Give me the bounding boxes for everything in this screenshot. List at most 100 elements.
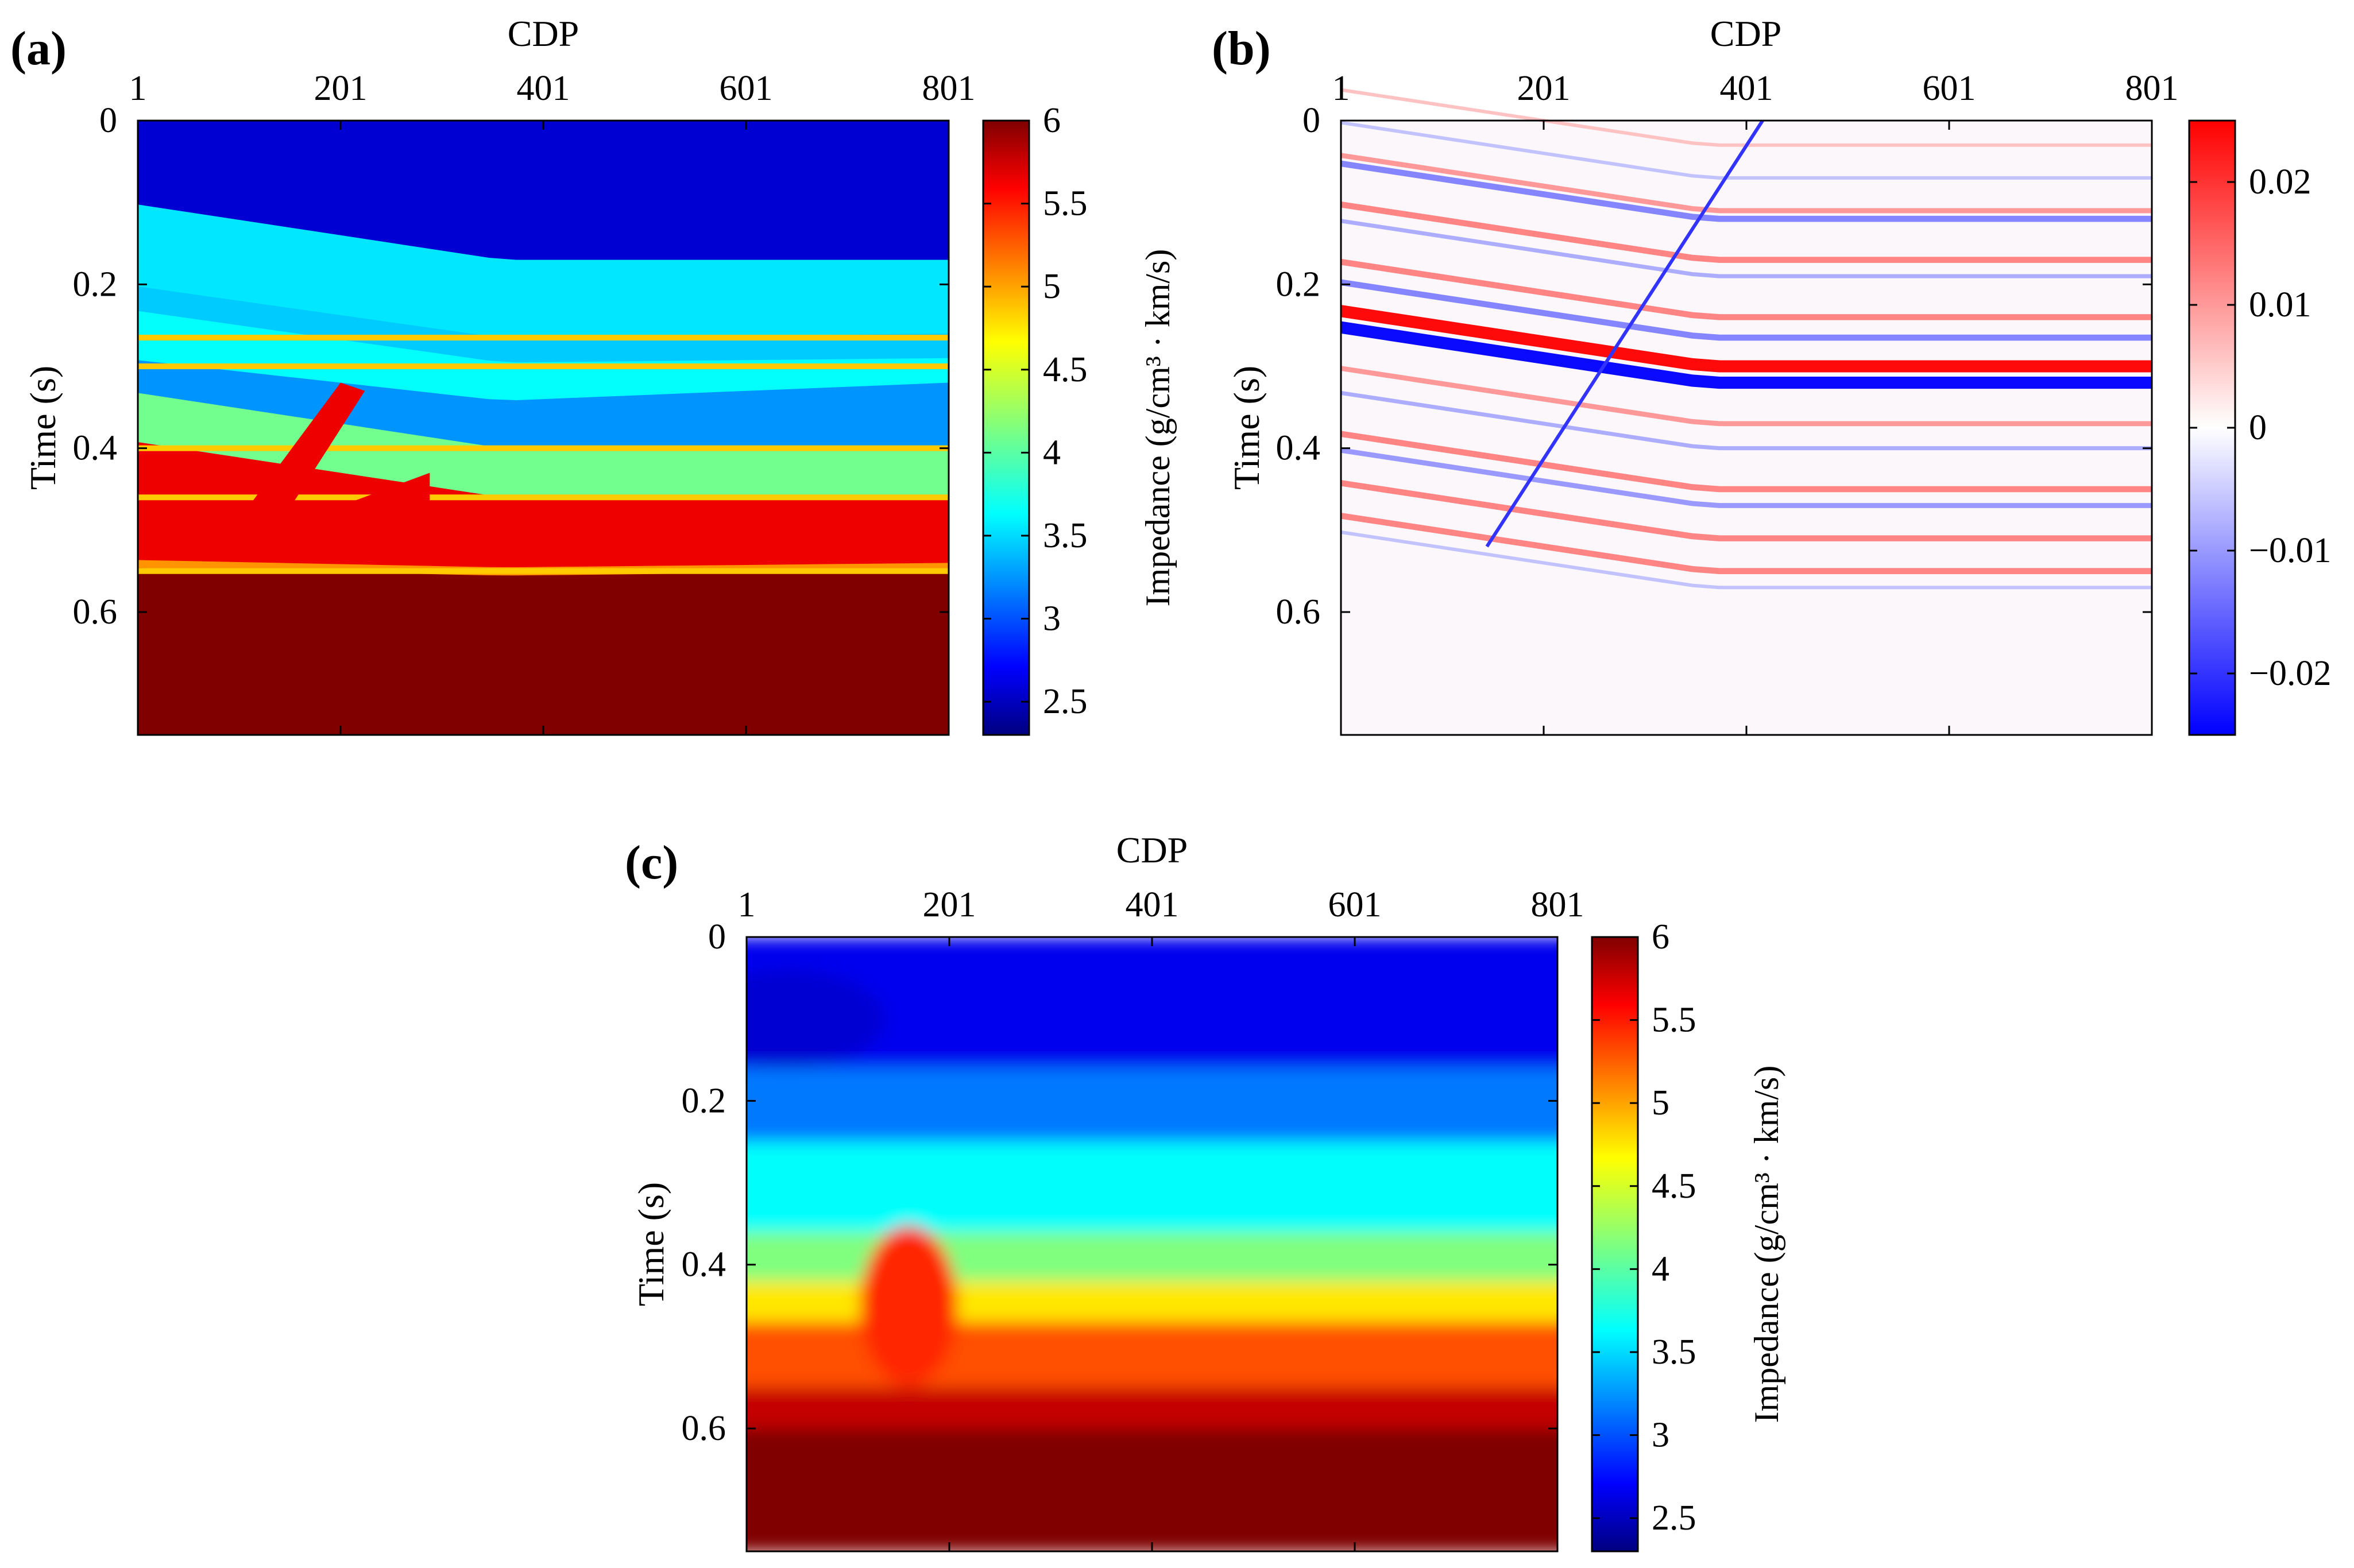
panel-a-colorbar-label: Impedance (g/cm³ · km/s) xyxy=(1139,249,1177,607)
panel-b-xticks: 1 201 401 601 801 xyxy=(1332,69,2179,735)
panel-c-label: (c) xyxy=(625,836,678,889)
a-xtick-label: 1 xyxy=(129,69,147,108)
c-xtick-label: 1 xyxy=(738,885,756,924)
panel-c-heatmap xyxy=(747,937,1557,1551)
panel-c-band xyxy=(747,1232,1557,1283)
panel-c-colorbar-label: Impedance (g/cm³ · km/s) xyxy=(1748,1066,1785,1423)
panel-c-band xyxy=(747,1281,1557,1323)
a-ytick-label: 0.2 xyxy=(73,265,118,304)
b-xtick-label: 801 xyxy=(2125,69,2179,108)
b-ytick-label: 0.6 xyxy=(1276,593,1321,632)
panel-a-boundary xyxy=(138,335,949,341)
panel-b-reflector xyxy=(1340,480,2152,541)
panel-b-label: (b) xyxy=(1212,22,1271,75)
b-xtick-label: 401 xyxy=(1720,69,1773,108)
a-ctick-label: 5.5 xyxy=(1043,184,1088,223)
b-xtick-label: 601 xyxy=(1923,69,1976,108)
c-ctick-label: 4.5 xyxy=(1652,1167,1696,1206)
a-xtick-label: 801 xyxy=(922,69,976,108)
c-xtick-label: 401 xyxy=(1126,885,1179,924)
a-ctick-label: 2.5 xyxy=(1043,682,1088,721)
a-xtick-label: 601 xyxy=(720,69,773,108)
b-ytick-label: 0 xyxy=(1302,101,1320,140)
panel-c-colorbar-ticks: 2.5 3 3.5 4 4.5 5 5.5 6 xyxy=(1592,917,1696,1538)
panel-c-band xyxy=(747,1428,1557,1551)
panel-c-band xyxy=(747,937,1557,1070)
c-ytick-label: 0.2 xyxy=(682,1081,726,1120)
panel-c-band xyxy=(747,1387,1557,1430)
c-xtick-label: 201 xyxy=(923,885,976,924)
panel-c-arch xyxy=(747,970,884,1068)
panel-b-reflector xyxy=(1340,390,2152,451)
panel-a-layer xyxy=(138,121,949,260)
panel-c-band xyxy=(747,1322,1557,1389)
b-ctick-label: −0.01 xyxy=(2249,531,2331,570)
panel-c-band xyxy=(747,1068,1557,1143)
panel-b-fault xyxy=(1485,119,1764,548)
c-ytick-label: 0.6 xyxy=(682,1409,726,1448)
b-ctick-label: 0 xyxy=(2249,408,2267,447)
panel-b-reflector xyxy=(1340,279,2152,341)
a-ytick-label: 0 xyxy=(99,101,117,140)
panel-b-xlabel: CDP xyxy=(1710,13,1782,54)
b-ytick-label: 0.2 xyxy=(1276,265,1321,304)
a-ctick-label: 3.5 xyxy=(1043,516,1088,555)
panel-b-reflector xyxy=(1340,121,2152,180)
b-ctick-label: −0.02 xyxy=(2249,654,2331,693)
c-ctick-label: 3.5 xyxy=(1652,1333,1696,1372)
panel-b-ylabel: Time (s) xyxy=(1226,366,1267,490)
a-ytick-label: 0.6 xyxy=(73,593,118,632)
b-xtick-label: 1 xyxy=(1332,69,1350,108)
b-xtick-label: 201 xyxy=(1517,69,1571,108)
panel-b-yticks: 0 0.2 0.4 0.6 xyxy=(1276,101,2152,632)
a-ctick-label: 4.5 xyxy=(1043,350,1088,389)
panel-b-reflector xyxy=(1340,153,2152,214)
panel-b-reflector xyxy=(1340,321,2152,389)
panel-a-heatmap xyxy=(138,121,949,735)
a-ctick-label: 4 xyxy=(1043,433,1061,472)
c-xtick-label: 601 xyxy=(1328,885,1382,924)
c-ctick-label: 3 xyxy=(1652,1416,1669,1455)
panel-c-xlabel: CDP xyxy=(1116,830,1188,870)
panel-a-label: (a) xyxy=(10,22,67,75)
panel-c-ylabel: Time (s) xyxy=(631,1182,671,1306)
panel-b-reflector xyxy=(1340,160,2152,222)
a-xtick-label: 201 xyxy=(314,69,368,108)
c-ctick-label: 5.5 xyxy=(1652,1001,1696,1040)
panel-b-colorbar-ticks: 0.02 0.01 0 −0.01 −0.02 xyxy=(2189,162,2331,693)
panel-b: (b) CDP Time (s) 1 201 401 601 801 0 0.2 0.4 0.… xyxy=(1212,13,2331,736)
panel-a-boundary xyxy=(138,494,949,501)
a-ctick-label: 6 xyxy=(1043,101,1061,140)
a-ytick-label: 0.4 xyxy=(73,429,118,468)
panel-a-colorbar-ticks: 2.5 3 3.5 4 4.5 5 5.5 6 xyxy=(983,101,1088,721)
panel-b-reflector xyxy=(1340,366,2152,427)
panel-b-reflector xyxy=(1340,258,2152,320)
panel-c-xticks: 1 201 401 601 801 xyxy=(738,885,1584,1551)
c-ctick-label: 4 xyxy=(1652,1249,1669,1288)
c-xtick-label: 801 xyxy=(1531,885,1584,924)
panel-c: (c) CDP Time (s) 1 201 401 601 801 0 0.2 0.4 0.… xyxy=(625,830,1785,1552)
panel-c-body xyxy=(860,1225,958,1386)
c-ctick-label: 5 xyxy=(1652,1083,1669,1122)
panel-a: (a) CDP Time (s) 1 201 401 601 801 0 0.2 0.4 0.… xyxy=(10,13,1177,736)
b-ctick-label: 0.02 xyxy=(2249,162,2312,202)
panel-c-colorbar xyxy=(1591,936,1639,1552)
panel-a-boundary xyxy=(138,568,949,574)
panel-b-reflector xyxy=(1340,447,2152,508)
panel-a-ylabel: Time (s) xyxy=(22,366,63,490)
panel-c-yticks: 0 0.2 0.4 0.6 xyxy=(682,917,1557,1448)
panel-b-reflector xyxy=(1340,513,2152,574)
panel-a-yticks: 0 0.2 0.4 0.6 xyxy=(73,101,949,632)
b-ytick-label: 0.4 xyxy=(1276,429,1321,468)
panel-b-reflector xyxy=(1340,305,2152,373)
c-ctick-label: 2.5 xyxy=(1652,1499,1696,1538)
panel-b-reflector xyxy=(1340,431,2152,493)
a-ctick-label: 3 xyxy=(1043,599,1061,638)
panel-b-reflector xyxy=(1340,202,2152,263)
panel-c-band xyxy=(747,1141,1557,1233)
panel-b-reflector xyxy=(1340,530,2152,590)
panel-b-reflector xyxy=(1340,219,2152,278)
panel-a-boundary xyxy=(138,363,949,369)
panel-a-xticks: 1 201 401 601 801 xyxy=(129,69,976,735)
